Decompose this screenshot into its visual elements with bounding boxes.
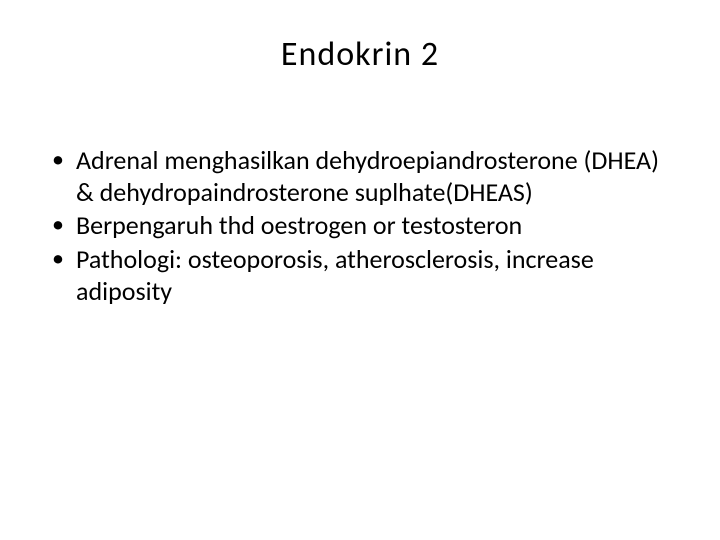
bullet-item: Adrenal menghasilkan dehydroepiandroster… — [48, 145, 672, 208]
slide-container: Endokrin 2 Adrenal menghasilkan dehydroe… — [0, 0, 720, 540]
slide-title: Endokrin 2 — [48, 34, 672, 75]
bullet-item: Pathologi: osteoporosis, atherosclerosis… — [48, 244, 672, 307]
bullet-list: Adrenal menghasilkan dehydroepiandroster… — [48, 145, 672, 308]
bullet-item: Berpengaruh thd oestrogen or testosteron — [48, 210, 672, 242]
